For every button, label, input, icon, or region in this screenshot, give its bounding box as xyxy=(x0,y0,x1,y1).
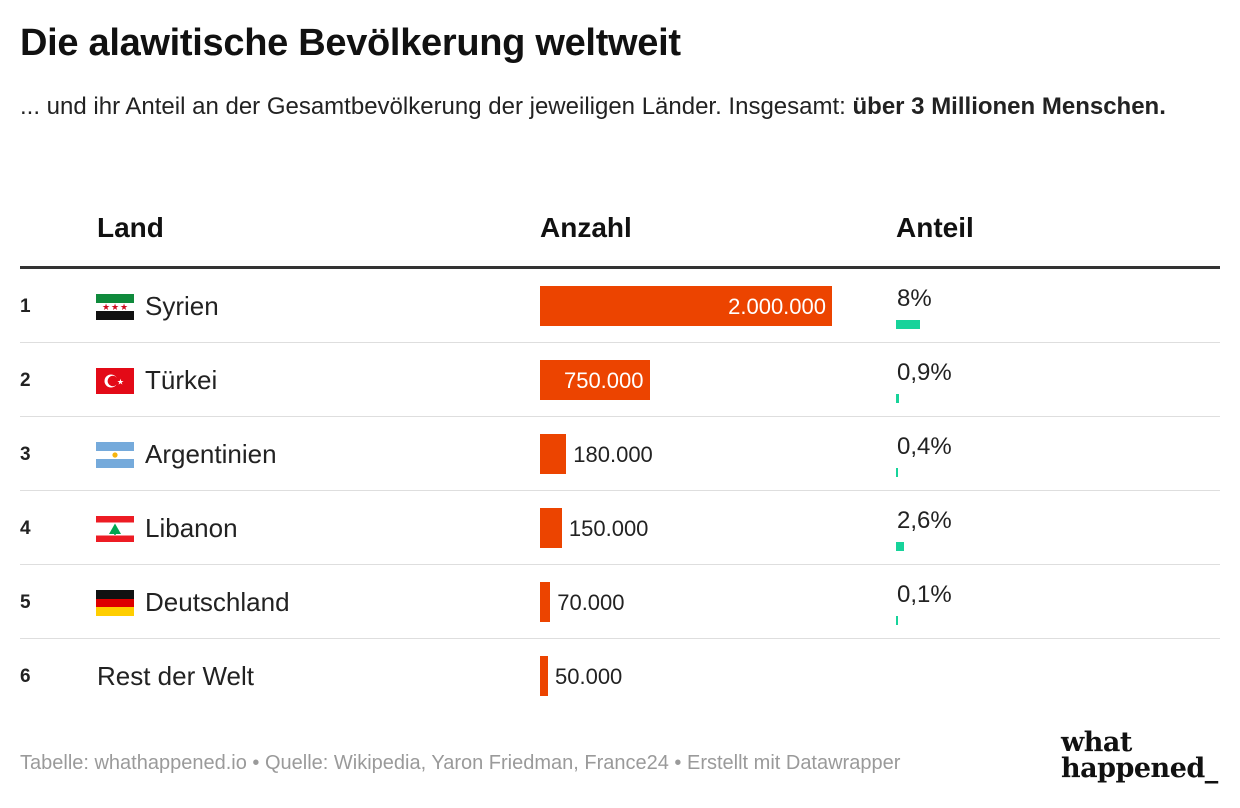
share-label: 0,9% xyxy=(897,359,952,386)
count-bar xyxy=(540,656,548,696)
row-rank: 4 xyxy=(20,518,31,539)
svg-text:★: ★ xyxy=(120,303,128,313)
svg-text:★: ★ xyxy=(102,303,110,313)
share-bar xyxy=(896,320,920,329)
syria-flag-icon: ★ ★ ★ xyxy=(96,294,134,320)
count-label: 750.000 xyxy=(563,368,644,393)
share-label: 8% xyxy=(897,285,932,312)
table-row: 3 Argentinien 180.000 0,4% xyxy=(0,417,1240,491)
svg-text:★: ★ xyxy=(117,377,124,386)
germany-flag-icon xyxy=(96,590,134,616)
count-label: 2.000.000 xyxy=(728,294,826,319)
chart-subtitle: ... und ihr Anteil an der Gesamtbevölker… xyxy=(20,90,1220,124)
row-divider xyxy=(20,416,1220,417)
row-divider xyxy=(20,490,1220,491)
count-label: 180.000 xyxy=(573,442,653,467)
count-bar xyxy=(540,508,562,548)
share-label: 0,1% xyxy=(897,581,952,608)
row-rank: 1 xyxy=(20,296,31,317)
row-rank: 6 xyxy=(20,666,31,687)
count-label: 50.000 xyxy=(555,664,623,689)
row-country: Argentinien xyxy=(145,439,277,469)
row-rank: 2 xyxy=(20,370,31,391)
table-row: 4 Libanon 150.000 2,6% xyxy=(0,491,1240,565)
row-country: Libanon xyxy=(145,513,238,543)
argentina-flag-icon xyxy=(96,442,134,468)
lebanon-flag-icon xyxy=(96,516,134,542)
table-row: 2 ★ Türkei 750.000 0,9% xyxy=(0,343,1240,417)
count-bar xyxy=(540,286,832,326)
logo-line-2: happened_ xyxy=(1061,753,1218,784)
svg-text:★: ★ xyxy=(111,303,119,313)
column-header-land: Land xyxy=(97,212,164,243)
table-header: Land Anzahl Anteil xyxy=(0,212,1240,252)
table-row: 6 Rest der Welt 50.000 xyxy=(0,639,1240,713)
share-bar xyxy=(896,468,898,477)
share-bar xyxy=(896,542,904,551)
subtitle-text: ... und ihr Anteil an der Gesamtbevölker… xyxy=(20,93,853,120)
row-divider xyxy=(20,564,1220,565)
footer-credits: Tabelle: whathappened.io • Quelle: Wikip… xyxy=(20,752,901,774)
column-header-anteil: Anteil xyxy=(896,212,974,243)
count-bar xyxy=(540,360,650,400)
row-rank: 5 xyxy=(20,592,31,613)
logo-line-1: what xyxy=(1061,727,1132,758)
share-bar xyxy=(896,394,899,403)
count-bar xyxy=(540,434,567,474)
share-bar xyxy=(896,616,898,625)
row-rank: 3 xyxy=(20,444,31,465)
table-row: 1 ★ ★ ★ Syrien 2.000.000 8% xyxy=(0,269,1240,343)
count-label: 150.000 xyxy=(568,516,649,541)
row-country: Rest der Welt xyxy=(97,661,255,691)
column-header-anzahl: Anzahl xyxy=(540,212,632,243)
turkey-flag-icon: ★ xyxy=(96,368,134,394)
share-label: 2,6% xyxy=(897,507,952,534)
header-divider xyxy=(20,266,1220,269)
table-row: 5 Deutschland 70.000 0,1% xyxy=(0,565,1240,639)
row-country: Türkei xyxy=(145,365,218,395)
row-country: Deutschland xyxy=(145,587,290,617)
share-label: 0,4% xyxy=(897,433,952,460)
whathappened-logo[interactable]: what happened_ xyxy=(1061,727,1218,784)
count-bar xyxy=(540,582,551,622)
subtitle-total: über 3 Millionen Menschen. xyxy=(852,93,1166,120)
chart-title: Die alawitische Bevölkerung weltweit xyxy=(20,22,681,64)
row-country: Syrien xyxy=(145,291,219,321)
count-label: 70.000 xyxy=(557,590,625,615)
row-divider xyxy=(20,342,1220,343)
row-divider xyxy=(20,638,1220,639)
